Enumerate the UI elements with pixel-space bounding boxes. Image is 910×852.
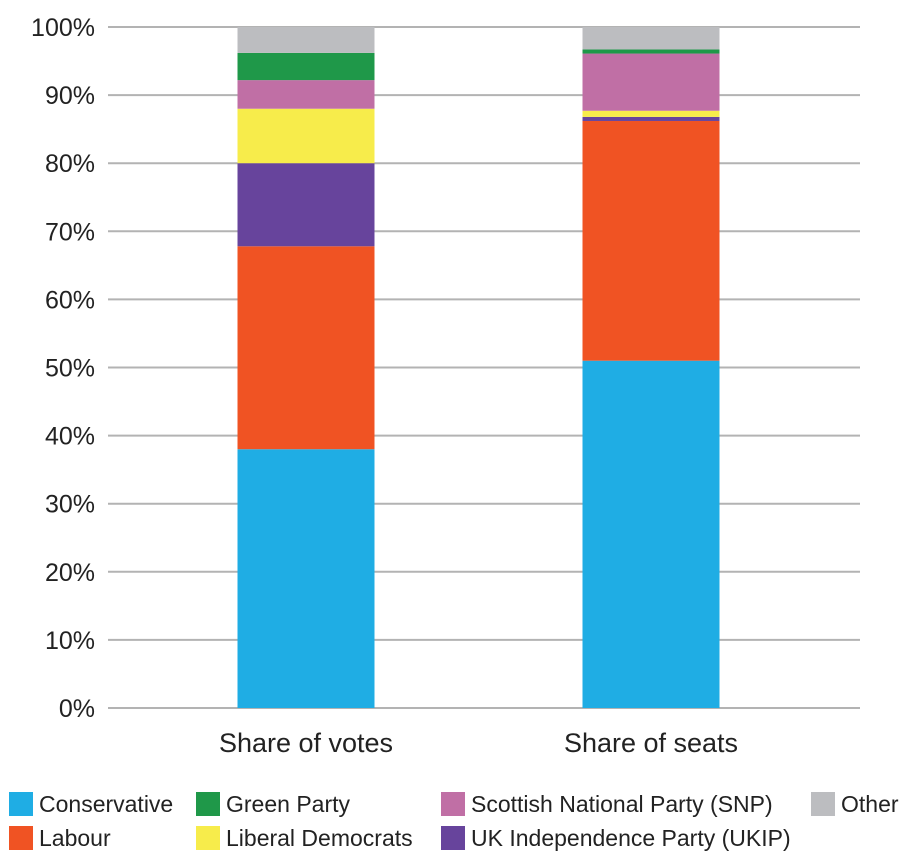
legend-swatch — [811, 792, 835, 816]
y-tick-label: 30% — [45, 491, 95, 519]
bar-segment-scottish-national-party-snp-share-of-votes — [237, 80, 375, 109]
bar-segment-other-share-of-votes — [237, 27, 375, 53]
legend-label: Green Party — [226, 791, 350, 817]
bars — [237, 27, 720, 708]
y-axis-tick-labels: 0% 10% 20% 30% 40% 50% 60% 70% 80% 90% 100% — [31, 14, 95, 723]
x-category-label: Share of votes — [219, 728, 393, 758]
legend-item-liberal-democrats: Liberal Democrats — [196, 825, 413, 851]
bar-segment-uk-independence-party-ukip-share-of-votes — [237, 163, 375, 247]
legend-item-conservative: Conservative — [9, 791, 173, 817]
legend-label: Liberal Democrats — [226, 825, 413, 851]
bar-segment-labour-share-of-votes — [237, 246, 375, 450]
bar-segment-green-party-share-of-seats — [582, 49, 720, 54]
x-axis-category-labels: Share of votes Share of seats — [219, 728, 738, 758]
legend-item-scottish-national-party-snp: Scottish National Party (SNP) — [441, 791, 773, 817]
y-tick-label: 0% — [59, 695, 95, 723]
bar-segment-scottish-national-party-snp-share-of-seats — [582, 53, 720, 111]
y-tick-label: 20% — [45, 559, 95, 587]
legend: Conservative Green Party Scottish National… — [9, 791, 899, 851]
legend-label: Other — [841, 791, 899, 817]
legend-label: Conservative — [39, 791, 173, 817]
bar-segment-labour-share-of-seats — [582, 120, 720, 361]
legend-label: Labour — [39, 825, 111, 851]
x-category-label: Share of seats — [564, 728, 738, 758]
bar-segment-conservative-share-of-votes — [237, 449, 375, 708]
y-tick-label: 40% — [45, 423, 95, 451]
bar-segment-uk-independence-party-ukip-share-of-seats — [582, 116, 720, 121]
legend-item-other: Other — [811, 791, 899, 817]
legend-swatch — [9, 826, 33, 850]
legend-swatch — [9, 792, 33, 816]
legend-item-green-party: Green Party — [196, 791, 350, 817]
legend-item-labour: Labour — [9, 825, 111, 851]
bar-segment-conservative-share-of-seats — [582, 360, 720, 708]
legend-swatch — [441, 792, 465, 816]
y-tick-label: 100% — [31, 14, 95, 42]
y-tick-label: 50% — [45, 355, 95, 383]
y-tick-label: 90% — [45, 82, 95, 110]
bar-segment-liberal-democrats-share-of-seats — [582, 110, 720, 117]
legend-label: UK Independence Party (UKIP) — [471, 825, 791, 851]
legend-swatch — [196, 792, 220, 816]
y-tick-label: 60% — [45, 286, 95, 314]
legend-label: Scottish National Party (SNP) — [471, 791, 773, 817]
gridlines — [108, 26, 860, 709]
y-tick-label: 70% — [45, 218, 95, 246]
bar-segment-liberal-democrats-share-of-votes — [237, 108, 375, 164]
bar-segment-green-party-share-of-votes — [237, 52, 375, 81]
y-tick-label: 10% — [45, 627, 95, 655]
bar-segment-other-share-of-seats — [582, 27, 720, 50]
legend-swatch — [196, 826, 220, 850]
legend-swatch — [441, 826, 465, 850]
y-tick-label: 80% — [45, 150, 95, 178]
legend-item-uk-independence-party-ukip: UK Independence Party (UKIP) — [441, 825, 791, 851]
